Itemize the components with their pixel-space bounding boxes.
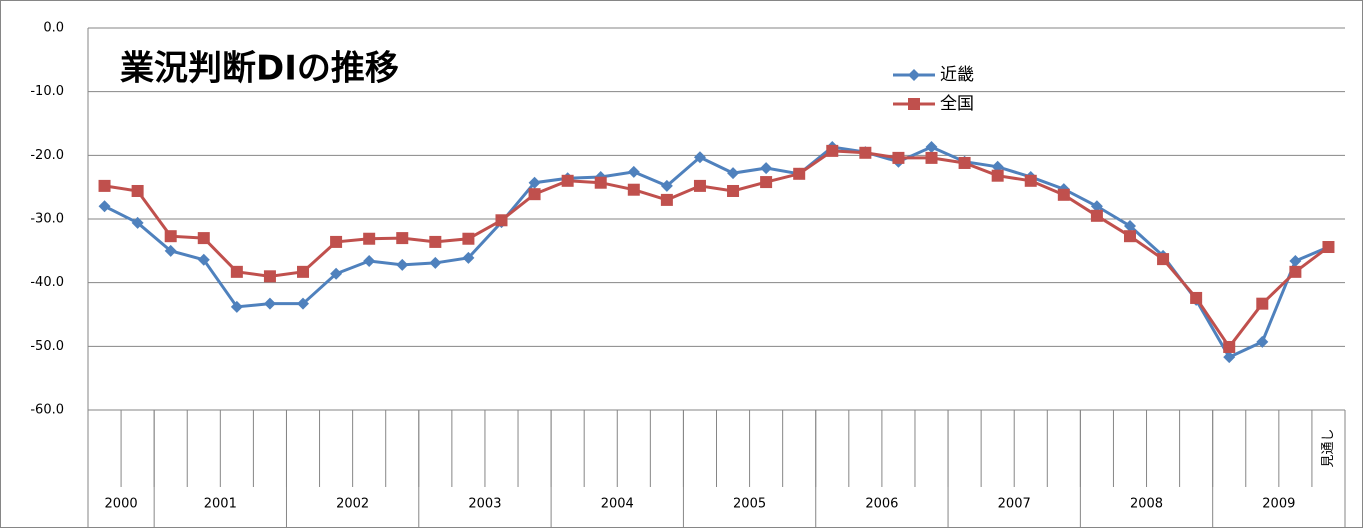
- legend-label: 全国: [940, 94, 974, 114]
- marker: [561, 174, 574, 187]
- group-label: 2009: [1262, 497, 1295, 512]
- legend-marker: [908, 69, 920, 81]
- marker: [462, 232, 475, 245]
- group-label: 2008: [1130, 497, 1163, 512]
- group-label: 2004: [601, 497, 634, 512]
- marker: [396, 232, 409, 245]
- marker: [363, 232, 376, 245]
- group-label: 2002: [336, 497, 369, 512]
- y-tick-label: -40.0: [30, 275, 64, 290]
- marker: [693, 151, 706, 164]
- marker: [727, 167, 740, 180]
- marker: [793, 167, 806, 180]
- marker: [263, 270, 276, 283]
- marker: [1157, 253, 1170, 266]
- marker: [1322, 241, 1335, 254]
- marker: [495, 214, 508, 227]
- marker: [528, 188, 541, 201]
- marker: [1057, 188, 1070, 201]
- y-tick-label: -10.0: [30, 84, 64, 99]
- marker: [693, 179, 706, 192]
- marker: [660, 193, 673, 206]
- marker: [363, 255, 376, 268]
- marker: [991, 169, 1004, 182]
- group-label: 2003: [468, 497, 501, 512]
- group-label: 2001: [204, 497, 237, 512]
- marker: [826, 144, 839, 157]
- marker: [1190, 291, 1203, 304]
- marker: [197, 253, 210, 266]
- marker: [859, 146, 872, 159]
- marker: [330, 267, 343, 280]
- legend-marker: [908, 98, 920, 110]
- marker: [131, 184, 144, 197]
- marker: [98, 179, 111, 192]
- group-label: 2005: [733, 497, 766, 512]
- marker: [396, 258, 409, 271]
- x-tick-label: 見通し: [1321, 428, 1336, 467]
- marker: [1024, 174, 1037, 187]
- y-tick-label: -60.0: [30, 403, 64, 418]
- marker: [164, 244, 177, 257]
- marker: [98, 200, 111, 213]
- marker: [627, 165, 640, 178]
- marker: [528, 176, 541, 189]
- marker: [892, 151, 905, 164]
- marker: [1256, 297, 1269, 310]
- marker: [230, 300, 243, 313]
- y-tick-label: -20.0: [30, 148, 64, 163]
- legend-label: 近畿: [940, 65, 974, 85]
- series-line: [103, 145, 1330, 360]
- group-label: 2000: [105, 497, 138, 512]
- marker: [429, 235, 442, 248]
- marker: [164, 230, 177, 243]
- marker: [594, 176, 607, 189]
- marker: [627, 183, 640, 196]
- marker: [1223, 351, 1236, 364]
- marker: [1123, 230, 1136, 243]
- y-tick-label: -50.0: [30, 339, 64, 354]
- marker: [727, 184, 740, 197]
- marker: [1289, 265, 1302, 278]
- marker: [760, 176, 773, 189]
- marker: [1123, 220, 1136, 233]
- group-label: 2006: [865, 497, 898, 512]
- marker: [925, 141, 938, 154]
- marker: [131, 216, 144, 229]
- chart-title: 業況判断DIの推移: [120, 49, 399, 89]
- marker: [462, 251, 475, 264]
- marker: [429, 256, 442, 269]
- marker: [230, 265, 243, 278]
- marker: [660, 179, 673, 192]
- marker: [197, 232, 210, 245]
- marker: [760, 162, 773, 175]
- marker: [1289, 255, 1302, 268]
- marker: [330, 235, 343, 248]
- marker: [958, 156, 971, 169]
- marker: [925, 151, 938, 164]
- marker: [1223, 340, 1236, 353]
- marker: [297, 265, 310, 278]
- y-tick-label: -30.0: [30, 212, 64, 227]
- y-tick-label: 0.0: [43, 21, 64, 36]
- group-label: 2007: [998, 497, 1031, 512]
- marker: [1090, 209, 1103, 222]
- marker: [263, 297, 276, 310]
- marker: [1090, 200, 1103, 213]
- marker: [1256, 335, 1269, 348]
- marker: [297, 297, 310, 310]
